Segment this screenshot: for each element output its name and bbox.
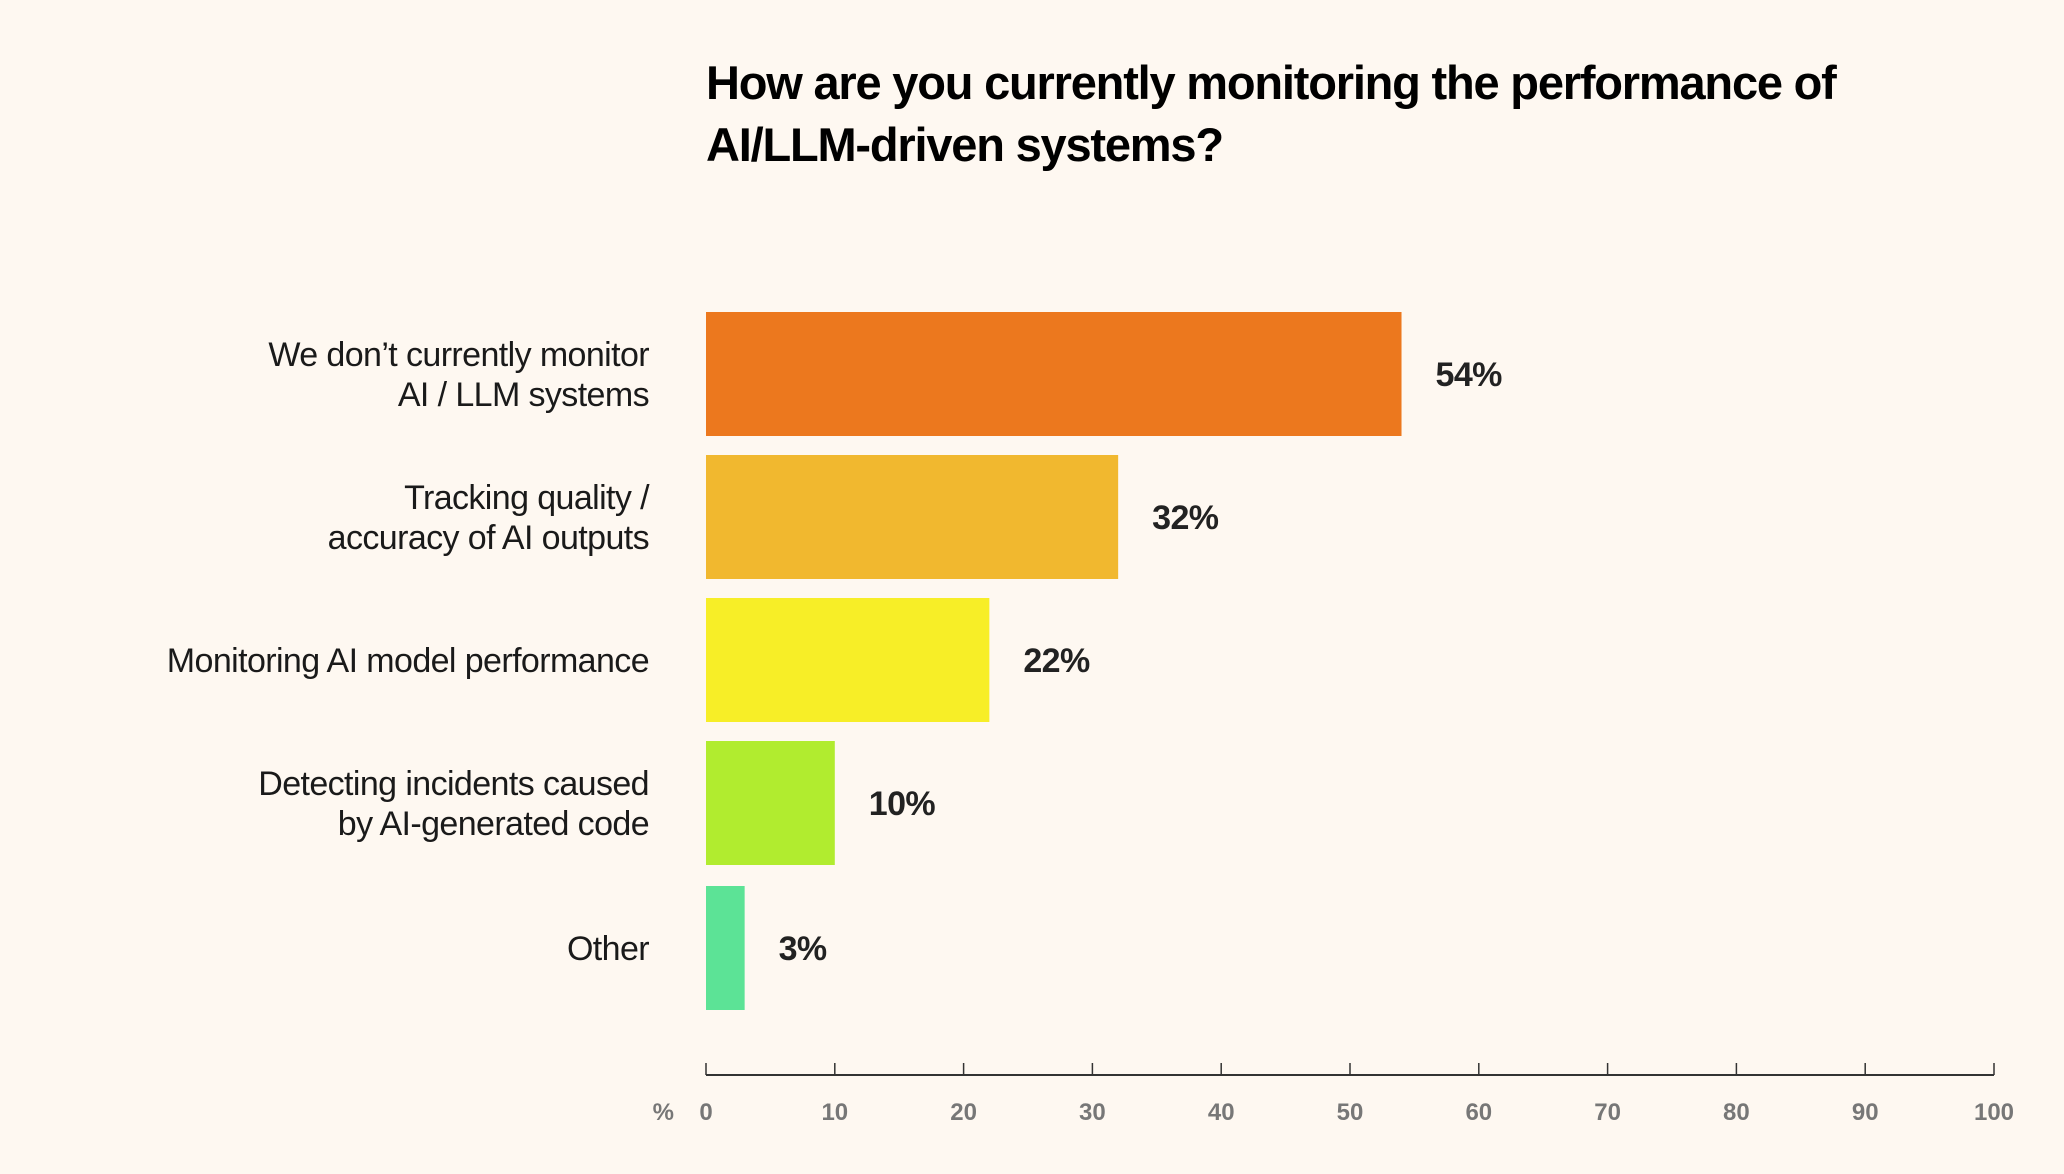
value-label-2: 22% [1023, 642, 1090, 680]
category-label-1-0: Tracking quality / [404, 479, 650, 517]
x-tick-label-8: 80 [1723, 1099, 1750, 1126]
category-label-3-1: by AI-generated code [338, 805, 649, 843]
category-label-0-1: AI / LLM systems [398, 376, 649, 414]
value-label-3: 10% [869, 785, 936, 823]
x-tick-label-4: 40 [1208, 1099, 1235, 1126]
value-label-1: 32% [1152, 499, 1219, 537]
value-label-4: 3% [779, 930, 827, 968]
bar-1 [706, 455, 1119, 579]
category-label-2-0: Monitoring AI model performance [167, 642, 649, 680]
x-tick-label-0: 0 [699, 1099, 712, 1126]
x-tick-label-3: 30 [1079, 1099, 1106, 1126]
bar-3 [706, 741, 835, 865]
category-label-3-0: Detecting incidents caused [258, 765, 649, 803]
x-tick-label-10: 100 [1974, 1099, 2014, 1126]
x-axis-label: % [653, 1099, 674, 1126]
x-tick-label-6: 60 [1465, 1099, 1492, 1126]
bar-0 [706, 312, 1402, 436]
category-label-0-0: We don’t currently monitor [268, 336, 649, 374]
chart-title: How are you currently monitoring the per… [706, 56, 1837, 171]
category-label-1-1: accuracy of AI outputs [328, 519, 649, 557]
category-label-4-0: Other [567, 930, 649, 968]
x-tick-label-2: 20 [950, 1099, 977, 1126]
bar-4 [706, 886, 745, 1010]
x-tick-label-9: 90 [1852, 1099, 1879, 1126]
x-tick-label-7: 70 [1594, 1099, 1621, 1126]
bar-2 [706, 598, 990, 722]
x-tick-label-1: 10 [821, 1099, 848, 1126]
value-label-0: 54% [1436, 356, 1503, 394]
x-tick-label-5: 50 [1337, 1099, 1364, 1126]
